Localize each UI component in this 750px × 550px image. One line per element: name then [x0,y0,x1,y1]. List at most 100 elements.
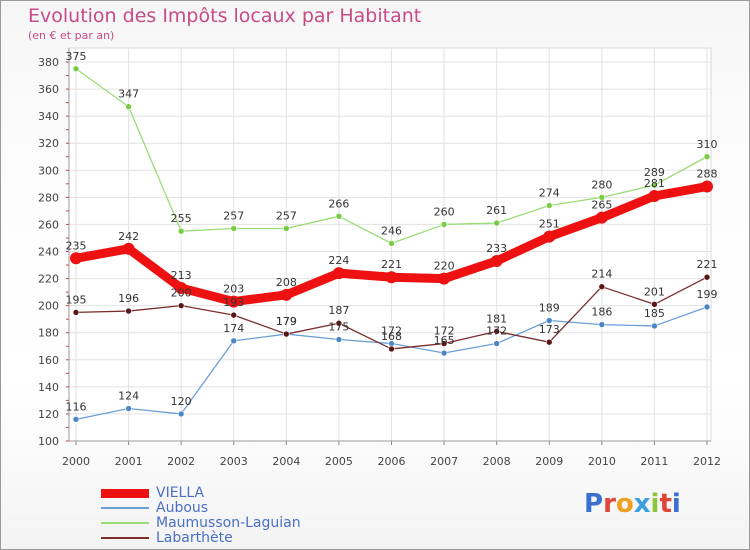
data-label: 124 [118,390,139,403]
y-tick-label: 120 [38,408,59,421]
data-point [545,202,553,209]
x-tick-label: 2008 [483,455,511,468]
data-label: 187 [328,304,349,317]
data-point [335,213,343,220]
data-label: 199 [697,288,718,301]
data-label: 172 [486,325,507,338]
y-tick-label: 180 [38,327,59,340]
data-label: 214 [591,268,612,281]
data-label: 120 [171,395,192,408]
data-label: 179 [276,315,297,328]
data-point [440,349,448,357]
series-layer [70,65,713,423]
data-label: 186 [591,306,612,319]
data-label: 224 [328,254,349,267]
data-point [283,225,290,232]
data-point [72,416,80,423]
data-label: 173 [539,323,560,336]
x-tick-label: 2007 [430,455,458,468]
y-tick-label: 240 [38,246,59,259]
legend-swatch [101,507,149,509]
data-point [651,322,658,330]
x-tick-label: 2011 [640,455,668,468]
legend-label: VIELLA [156,485,205,501]
logo-letter: r [603,489,616,519]
data-label: 201 [644,285,665,298]
data-point [543,230,556,243]
data-label: 172 [434,325,455,338]
data-label: 235 [66,239,87,252]
x-tick-label: 2002 [167,455,195,468]
data-label: 175 [328,320,349,333]
y-tick-label: 220 [38,273,59,286]
legend-swatch [101,489,149,498]
data-label: 168 [381,330,402,343]
y-tick-label: 280 [38,191,59,204]
x-tick-label: 2004 [272,455,300,468]
y-tick-label: 320 [38,137,59,150]
data-point [335,319,343,327]
data-point [598,321,606,328]
data-point [175,282,188,295]
x-tick-label: 2012 [693,455,721,468]
data-label: 288 [697,168,718,181]
data-label: 261 [486,204,507,217]
data-label: 233 [486,242,507,255]
y-tick-label: 300 [38,164,59,177]
y-tick-label: 160 [38,354,59,367]
x-tick-label: 2003 [220,455,248,468]
data-label: 255 [171,212,192,225]
data-point [125,307,132,315]
data-label: 203 [223,283,244,296]
legend-label: Maumusson-Laguian [156,515,301,531]
data-point [283,330,290,338]
legend-swatch [101,522,149,524]
data-label: 116 [66,400,87,413]
data-label: 221 [381,258,402,271]
y-tick-label: 140 [38,381,59,394]
data-point [230,225,238,232]
y-tick-label: 100 [38,435,59,448]
data-label: 200 [171,287,192,300]
x-tick-label: 2000 [62,455,90,468]
data-label: 375 [66,50,87,63]
x-tick-label: 2009 [535,455,563,468]
data-point [598,194,606,201]
data-label: 266 [328,197,349,210]
data-point [122,242,135,255]
grid-layer [68,47,712,442]
data-label: 208 [276,276,297,289]
data-label: 221 [697,258,718,271]
y-tick-label: 260 [38,218,59,231]
data-point [230,311,238,319]
data-point [701,180,713,193]
legend-swatch [101,537,149,539]
data-point [72,309,80,316]
data-point [545,317,553,324]
data-point [385,271,398,284]
data-point [335,336,343,343]
data-label: 280 [591,178,612,191]
x-tick-label: 2010 [588,455,616,468]
x-tick-label: 2001 [115,455,143,468]
data-point [72,65,80,73]
data-point [125,405,132,412]
data-label: 257 [276,209,297,222]
data-label: 213 [171,269,192,282]
data-point [703,153,711,161]
axis-layer: 100 120 140 160 180 200 220 240 260 280 300 320 340 3… [38,48,721,468]
chart-title: Evolution des Impôts locaux par Habitant [28,5,422,27]
logo-letter: i [671,489,681,519]
data-point [703,273,711,281]
data-label: 347 [118,88,139,101]
logo-letter: P [584,489,604,519]
data-point [598,283,606,290]
logo-letter: t [659,489,672,519]
data-label: 260 [434,205,455,218]
legend-label: Aubous [156,500,209,516]
y-tick-label: 380 [38,56,59,69]
data-label: 174 [223,322,244,335]
y-tick-label: 200 [38,300,59,313]
data-label: 281 [644,177,665,190]
data-label: 289 [644,166,665,179]
